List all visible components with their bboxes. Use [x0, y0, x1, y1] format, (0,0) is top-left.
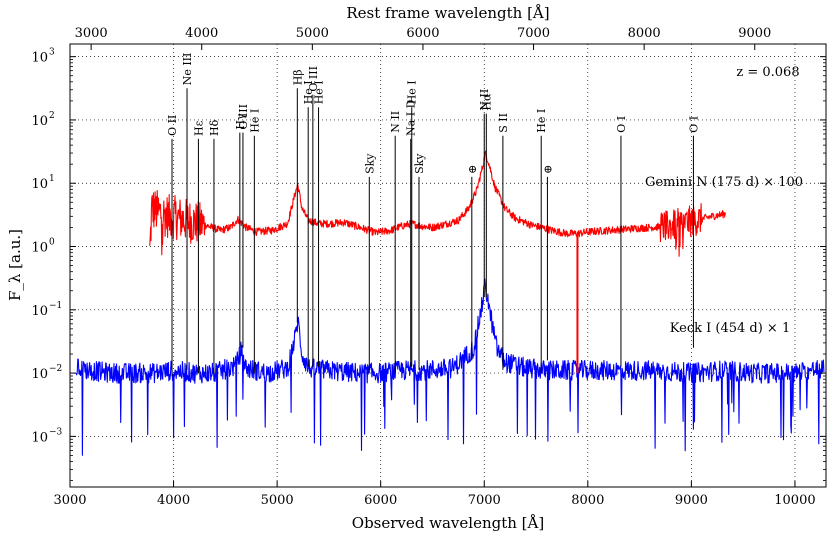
- line-id-label: Hβ: [291, 69, 304, 85]
- y-tick-exponent: 0: [49, 238, 55, 248]
- ticks: 3000 4000 5000 6000 7000 8000 9000 10000 3000 400…: [31, 26, 826, 508]
- y-tick-exponent: −2: [49, 364, 62, 374]
- y-tick-label: 10: [31, 367, 48, 382]
- line-id-label: Hα: [480, 93, 493, 111]
- top-tick-label: 9000: [738, 26, 771, 41]
- y-tick-label: 10: [31, 114, 48, 129]
- gemini-spectrum: [149, 150, 727, 257]
- x-tick-label: 7000: [468, 493, 501, 508]
- line-id-label: He I: [302, 80, 315, 104]
- line-id-label: Hε: [192, 120, 205, 136]
- y-tick-label: 10: [31, 241, 48, 256]
- keck-spectrum: [75, 278, 825, 456]
- line-id-label: N II: [389, 111, 402, 133]
- line-id-label: O III: [307, 66, 320, 92]
- y-tick-exponent: 3: [49, 48, 55, 58]
- y-tick-exponent: −1: [49, 301, 62, 311]
- x-tick-label: 8000: [571, 493, 604, 508]
- redshift-label: z = 0.068: [736, 65, 799, 80]
- line-id-label: He I: [313, 80, 326, 104]
- line-id-label: He I: [535, 109, 548, 133]
- top-tick-label: 4000: [185, 26, 218, 41]
- top-tick-label: 8000: [628, 26, 661, 41]
- line-id-label: ⊕: [541, 165, 554, 174]
- line-id-label: Sky: [413, 153, 426, 174]
- gemini-series-label: Gemini N (175 d) × 100: [645, 175, 803, 190]
- y-tick-label: 10: [31, 430, 48, 445]
- top-axis-label: Rest frame wavelength [Å]: [346, 4, 549, 22]
- top-tick-label: 3000: [75, 26, 108, 41]
- line-id-label: O I: [615, 116, 628, 133]
- y-tick-label: 10: [31, 177, 48, 192]
- line-id-label: N II: [478, 89, 491, 111]
- line-id-label: ⊕: [466, 165, 479, 174]
- top-tick-label: 6000: [406, 26, 439, 41]
- x-tick-label: 3000: [53, 493, 86, 508]
- x-tick-label: 6000: [364, 493, 397, 508]
- line-id-label: Sky: [363, 153, 376, 174]
- y-axis-label: F_λ [a.u.]: [6, 229, 24, 301]
- x-tick-label: 4000: [157, 493, 190, 508]
- x-axis-label: Observed wavelength [Å]: [352, 514, 544, 532]
- line-id-label: Na I D: [405, 99, 418, 136]
- line-id-label: He I: [406, 80, 419, 104]
- top-tick-label: 5000: [296, 26, 329, 41]
- y-tick-exponent: −3: [49, 427, 63, 437]
- y-tick-label: 10: [31, 51, 48, 66]
- line-id-label: O III: [237, 104, 250, 130]
- x-tick-label: 5000: [261, 493, 294, 508]
- line-id-label: Ne III: [181, 53, 194, 86]
- line-id-label: S II: [497, 113, 510, 133]
- top-tick-label: 7000: [517, 26, 550, 41]
- line-id-label: Hγ: [234, 113, 247, 130]
- x-tick-label: 10000: [774, 493, 815, 508]
- series-layer: [75, 150, 825, 456]
- y-tick-label: 10: [31, 304, 48, 319]
- y-tick-exponent: 2: [49, 111, 55, 121]
- line-id-label: Hδ: [208, 119, 221, 136]
- y-tick-exponent: 1: [49, 174, 55, 184]
- line-id-label: O I: [687, 116, 700, 133]
- keck-series-label: Keck I (454 d) × 1: [670, 321, 790, 336]
- line-id-label: O II: [166, 115, 179, 136]
- x-tick-label: 9000: [675, 493, 708, 508]
- line-id-label: He I: [248, 109, 261, 133]
